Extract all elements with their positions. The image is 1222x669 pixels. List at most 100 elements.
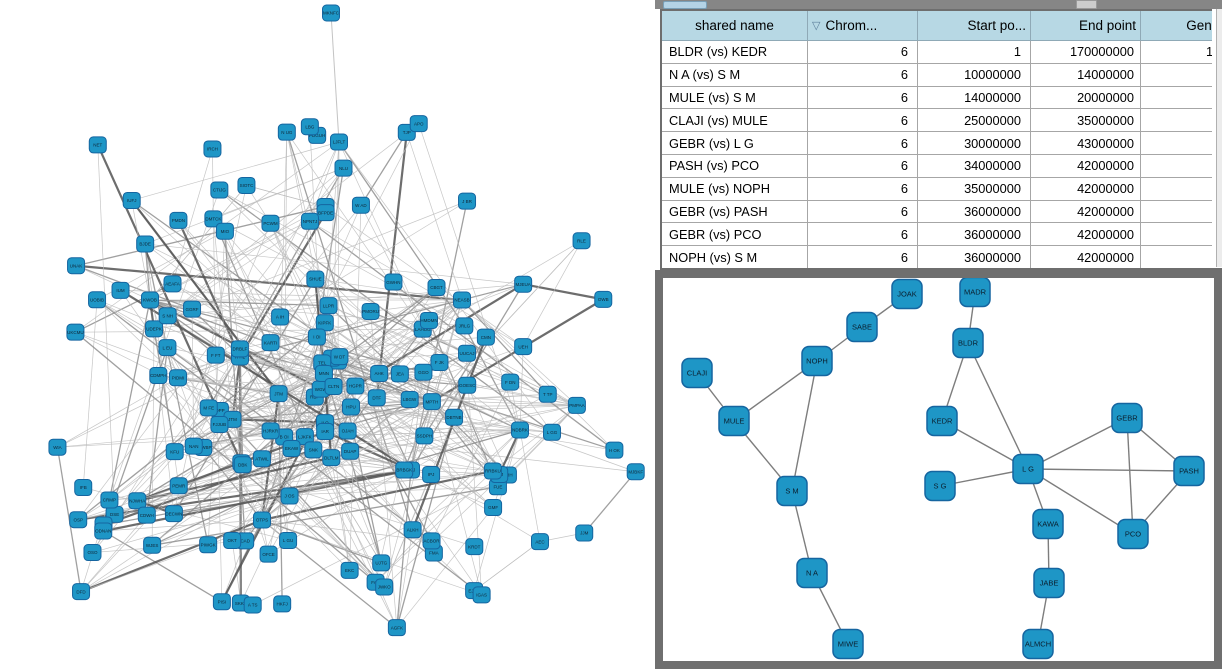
network-node[interactable]: L GG [543,423,562,441]
column-header-endpoint[interactable]: End point [1030,9,1141,41]
table-cell[interactable]: PASH (vs) PCO [660,153,808,178]
network-node[interactable]: DBK [233,456,252,474]
network-node[interactable]: F JK [430,353,449,371]
network-node[interactable]: L GU [279,531,298,549]
network-node[interactable]: MJEUA [514,275,533,293]
network-node[interactable]: LBG [300,118,319,136]
network-node[interactable]: PIDMI [169,369,188,387]
network-node[interactable]: IRCH [203,140,222,158]
network-node[interactable]: EKAW [282,440,301,458]
table-cell[interactable]: 14000000 [1030,62,1141,87]
table-cell[interactable]: 1 [917,40,1031,64]
network-node[interactable]: MPTH [422,393,441,411]
network-node[interactable]: IPJ [422,466,441,484]
table-cell[interactable]: GEBR (vs) PASH [660,199,808,224]
network-node[interactable]: HKFJ [273,595,292,613]
network-node[interactable]: W AD [351,196,370,214]
network-node[interactable]: LBGW [400,390,419,408]
table-cell[interactable]: BLDR (vs) KEDR [660,40,808,64]
table-row[interactable]: MULE (vs) NOPH6350000004200000010.5 [660,176,1222,201]
network-node[interactable]: UEH [514,338,533,356]
network-node[interactable]: OJAH [338,422,357,440]
network-node[interactable]: DBTNB [445,408,464,426]
table-cell[interactable]: 5.9 [1140,108,1222,133]
table-cell[interactable]: 6 [807,85,918,110]
network-node[interactable]: PMPAA [567,396,586,414]
table-cell[interactable]: CLAJI (vs) MULE [660,108,808,133]
table-row[interactable]: GEBR (vs) PCO636000000420000008.4 [660,222,1222,247]
network-node[interactable]: PMDN [169,211,188,229]
network-node[interactable]: LLPR [319,297,338,315]
network-node[interactable]: PEMR [169,477,188,495]
network-node[interactable]: DMTCK [204,210,223,228]
network-node[interactable]: IUFJ [122,191,141,209]
network-node-almch[interactable]: ALMCH [1022,628,1054,660]
table-cell[interactable]: 10000000 [917,62,1031,87]
network-node[interactable]: GOESC [458,376,477,394]
network-node[interactable]: NAN [184,437,203,455]
table-cell[interactable]: 42000000 [1030,153,1141,178]
table-cell[interactable]: 6 [807,199,918,224]
network-node[interactable]: UUCAJ [458,344,477,362]
network-node[interactable]: MIO [215,222,234,240]
network-node[interactable]: DFD [72,583,91,601]
network-node[interactable]: HPU [341,398,360,416]
network-node[interactable]: LJFLT [330,133,348,151]
table-row[interactable]: GEBR (vs) PASH636000000420000008.9 [660,199,1222,224]
network-node[interactable]: EKC [340,561,359,579]
table-cell[interactable]: 25000000 [917,108,1031,133]
network-node[interactable]: HMDMN [419,311,438,329]
network-node-joak[interactable]: JOAK [891,278,923,310]
table-cell[interactable]: 6 [807,40,918,64]
network-node[interactable]: A TS [243,596,262,614]
table-cell[interactable]: 10.5 [1140,176,1222,201]
table-cell[interactable]: 9.9 [1140,245,1222,270]
network-node[interactable]: JJM [575,524,594,542]
network-node[interactable]: CBGT [427,279,446,297]
network-node[interactable]: ATWIL [252,450,271,468]
network-node-bldr[interactable]: BLDR [952,327,984,359]
table-cell[interactable]: 42000000 [1030,222,1141,247]
network-node[interactable]: AGFK [387,619,406,637]
table-cell[interactable]: 42000000 [1030,245,1141,270]
network-node[interactable]: ALKH [403,521,422,539]
network-node-madr[interactable]: MADR [959,278,991,308]
network-node[interactable]: F FT [206,346,225,364]
table-cell[interactable]: 6 [807,62,918,87]
network-node[interactable]: SNK [304,441,323,459]
network-node[interactable]: JWKO [375,578,394,596]
network-node[interactable]: WIA [48,438,67,456]
network-node-pash[interactable]: PASH [1173,455,1205,487]
table-cell[interactable]: MULE (vs) NOPH [660,176,808,201]
network-node-gebr[interactable]: GEBR [1111,402,1143,434]
network-node[interactable]: AEAFA [163,275,182,293]
network-node[interactable]: WJES [143,536,162,554]
network-node[interactable]: ODNAN [94,522,113,540]
network-node[interactable]: OTPS [253,511,271,529]
network-edge[interactable] [1027,417,1128,470]
network-node[interactable]: I OI [307,328,326,346]
network-node[interactable]: SIOTC [237,176,256,194]
network-node[interactable]: RRBKU [483,462,502,480]
network-node[interactable]: H OK [605,441,624,459]
network-node[interactable]: MKNFC [322,4,340,22]
table-cell[interactable]: 20000000 [1030,85,1141,110]
network-node[interactable]: IAR [316,423,335,441]
table-row[interactable]: CLAJI (vs) MULE625000000350000005.9 [660,108,1222,133]
table-cell[interactable]: 6 [807,131,918,155]
network-node[interactable]: J OS [280,487,299,505]
network-node[interactable]: OSP [69,511,88,529]
network-node-sabe[interactable]: SABE [846,311,878,343]
network-edge[interactable] [1027,468,1134,535]
network-node[interactable]: CLTN [324,378,343,396]
network-node[interactable]: UOBIB [88,291,107,309]
network-node[interactable]: OFCE [259,545,278,563]
network-node-sg[interactable]: S G [924,470,956,502]
network-node[interactable]: DLTLM [322,449,341,467]
network-node[interactable]: AHK [370,365,389,383]
table-cell[interactable]: 192.0 [1140,40,1222,64]
network-node[interactable]: JEA [390,365,409,383]
scrollbar-thumb[interactable] [663,1,707,9]
network-node[interactable]: KARTI [261,334,280,352]
network-node-sm[interactable]: S M [776,475,808,507]
